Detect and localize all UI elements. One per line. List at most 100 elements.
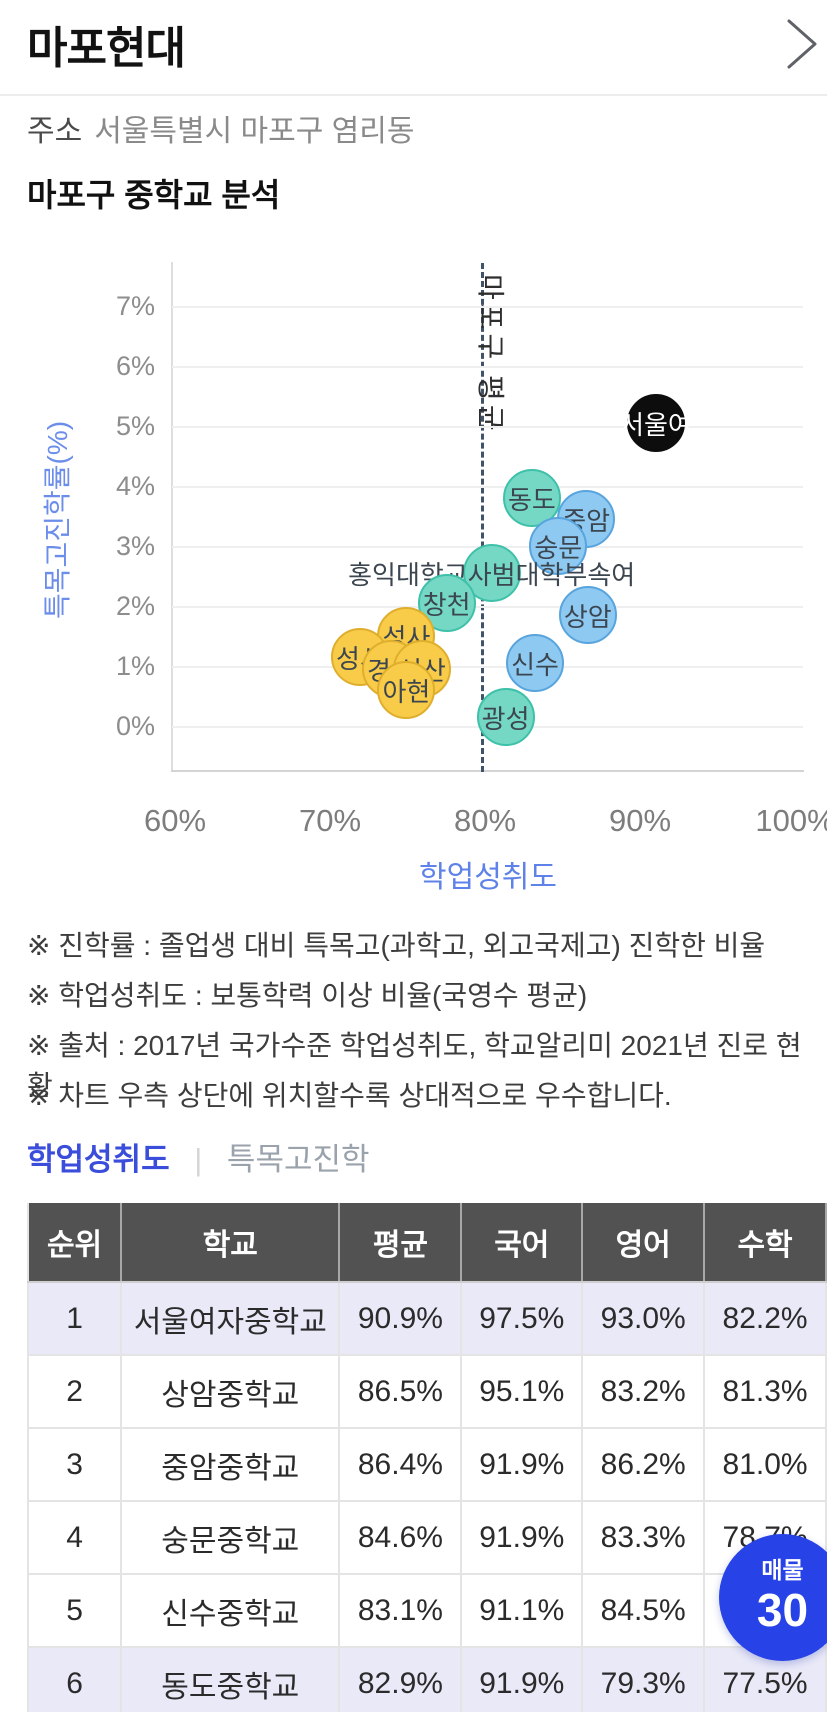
table-cell: 91.9% bbox=[461, 1501, 584, 1575]
district-average-reference-line bbox=[481, 263, 484, 772]
table-cell: 중암중학교 bbox=[121, 1428, 341, 1502]
chart-bubble-label: 홍익대학교사범대학부속여 bbox=[348, 559, 636, 590]
table-cell: 숭문중학교 bbox=[121, 1501, 341, 1575]
chart-bubble[interactable]: 홍익대학교사범대학부속여 bbox=[348, 544, 635, 602]
table-cell: 84.6% bbox=[339, 1501, 463, 1575]
table-cell: 신수중학교 bbox=[121, 1574, 341, 1648]
table-cell: 2 bbox=[28, 1355, 123, 1429]
x-tick-label: 90% bbox=[608, 803, 672, 838]
listings-badge-count: 30 bbox=[756, 1583, 809, 1636]
page-title: 마포현대 bbox=[27, 24, 186, 73]
table-cell: 79.3% bbox=[582, 1647, 706, 1712]
chart-bubble[interactable]: 동도 bbox=[502, 469, 561, 527]
column-header: 국어 bbox=[461, 1203, 584, 1283]
y-gridline bbox=[172, 366, 803, 368]
metric-tabs: 학업성취도 | 특목고진학 bbox=[27, 1134, 370, 1179]
x-tick-label: 60% bbox=[143, 803, 207, 838]
y-gridline bbox=[172, 306, 803, 308]
chart-bubble-label: 신수 bbox=[511, 649, 559, 680]
chart-bubble-label: 상암 bbox=[563, 601, 612, 632]
y-axis-title: 특목고진학률(%) bbox=[42, 420, 73, 620]
table-cell: 83.1% bbox=[339, 1574, 463, 1648]
address-row: 주소 서울특별시 마포구 염리동 bbox=[27, 106, 414, 150]
table-cell: 91.9% bbox=[461, 1428, 584, 1502]
table-cell: 5 bbox=[28, 1574, 123, 1648]
chart-bubble-label: 숭문 bbox=[534, 532, 583, 563]
reference-line-label: 마포구 평균 bbox=[475, 274, 506, 435]
table-cell: 4 bbox=[28, 1501, 123, 1575]
chart-bubble[interactable]: 아현 bbox=[377, 661, 436, 719]
y-tick-label: 3% bbox=[115, 531, 155, 561]
school-scatter-chart: 특목고진학률(%) 학업성취도 마포구 평균 0% 1% 2% 3% 4% 5% 6% 7% 6… bbox=[42, 262, 827, 894]
chart-bubble[interactable]: 상암 bbox=[558, 586, 617, 644]
chart-bubble-label: 광성 bbox=[481, 703, 530, 734]
address-value: 서울특별시 마포구 염리동 bbox=[94, 115, 415, 148]
y-tick-label: 6% bbox=[115, 351, 155, 381]
chart-bubble-label: 서울여 bbox=[620, 409, 692, 440]
y-gridline bbox=[172, 486, 803, 488]
footnote: ※ 진학률 : 졸업생 대비 특목고(과학고, 외고국제고) 진학한 비율 bbox=[27, 930, 766, 961]
table-cell: 3 bbox=[28, 1428, 123, 1502]
chart-bubble[interactable]: 숭문 bbox=[529, 517, 588, 575]
y-axis-line bbox=[171, 262, 173, 772]
table-cell: 81.0% bbox=[704, 1428, 827, 1502]
table-row[interactable]: 2 상암중학교 86.5% 95.1% 83.2% 81.3% bbox=[28, 1355, 827, 1429]
header-divider bbox=[0, 94, 827, 96]
footnote: ※ 출처 : 2017년 국가수준 학업성취도, 학교알리미 2021년 진로 … bbox=[27, 1030, 802, 1101]
table-row[interactable]: 1 서울여자중학교 90.9% 97.5% 93.0% 82.2% bbox=[28, 1282, 827, 1356]
footnote: ※ 차트 우측 상단에 위치할수록 상대적으로 우수합니다. bbox=[27, 1080, 672, 1111]
table-cell: 동도중학교 bbox=[121, 1647, 341, 1712]
x-tick-label: 70% bbox=[298, 803, 362, 838]
chevron-right-icon[interactable] bbox=[784, 16, 822, 77]
table-cell: 90.9% bbox=[339, 1282, 463, 1356]
y-tick-label: 0% bbox=[115, 711, 155, 741]
table-cell: 상암중학교 bbox=[121, 1355, 341, 1429]
chart-bubble[interactable]: 신수 bbox=[506, 634, 565, 692]
listings-count-badge[interactable]: 매물 30 bbox=[719, 1534, 827, 1661]
table-cell: 91.1% bbox=[461, 1574, 584, 1648]
tab-special-highschool[interactable]: 특목고진학 bbox=[226, 1142, 370, 1177]
table-cell: 95.1% bbox=[461, 1355, 584, 1429]
column-header: 학교 bbox=[121, 1203, 341, 1283]
x-axis-title: 학업성취도 bbox=[419, 861, 557, 894]
chart-bubble-label: 동도 bbox=[508, 484, 556, 515]
table-cell: 서울여자중학교 bbox=[121, 1282, 341, 1356]
table-cell: 82.2% bbox=[704, 1282, 827, 1356]
y-tick-label: 2% bbox=[115, 591, 155, 621]
x-axis-line bbox=[171, 770, 804, 772]
x-tick-label: 100% bbox=[755, 803, 827, 838]
table-cell: 6 bbox=[28, 1647, 123, 1712]
table-cell: 97.5% bbox=[461, 1282, 584, 1356]
chart-bubble[interactable]: 광성 bbox=[476, 688, 535, 746]
table-header: 순위 학교 평균 국어 영어 수학 bbox=[28, 1203, 827, 1283]
y-tick-label: 5% bbox=[115, 411, 155, 441]
address-label: 주소 bbox=[27, 115, 83, 148]
table-cell: 82.9% bbox=[339, 1647, 463, 1712]
tab-academic-achievement[interactable]: 학업성취도 bbox=[27, 1142, 170, 1177]
chart-bubble-label: 창천 bbox=[422, 589, 471, 620]
chart-bubble[interactable]: 서울여 bbox=[620, 394, 692, 452]
table-cell: 1 bbox=[28, 1282, 123, 1356]
table-row[interactable]: 6 동도중학교 82.9% 91.9% 79.3% 77.5% bbox=[28, 1647, 827, 1712]
table-cell: 86.4% bbox=[339, 1428, 463, 1502]
listings-badge-label: 매물 bbox=[761, 1557, 804, 1584]
tab-separator: | bbox=[194, 1142, 203, 1177]
x-tick-label: 80% bbox=[453, 803, 517, 838]
chart-footnotes: ※ 진학률 : 졸업생 대비 특목고(과학고, 외고국제고) 진학한 비율 ※ 학… bbox=[27, 924, 827, 1124]
column-header: 평균 bbox=[339, 1203, 463, 1283]
table-row[interactable]: 3 중암중학교 86.4% 91.9% 86.2% 81.0% bbox=[28, 1428, 827, 1502]
y-tick-label: 1% bbox=[115, 651, 155, 681]
chart-bubble-label: 아현 bbox=[382, 676, 431, 707]
y-tick-label: 7% bbox=[115, 291, 155, 321]
section-title: 마포구 중학교 분석 bbox=[27, 177, 281, 213]
table-row[interactable]: 5 신수중학교 83.1% 91.1% 84.5% bbox=[28, 1574, 827, 1648]
column-header: 순위 bbox=[28, 1203, 123, 1283]
school-ranking-table: 순위 학교 평균 국어 영어 수학 1 서울여자중학교 90.9% 97.5% 93.0% 82.2… bbox=[27, 1203, 827, 1712]
footnote: ※ 학업성취도 : 보통학력 이상 비율(국영수 평균) bbox=[27, 980, 588, 1011]
y-gridline bbox=[172, 666, 803, 668]
y-gridline bbox=[172, 426, 803, 428]
table-cell: 93.0% bbox=[582, 1282, 706, 1356]
table-cell: 86.5% bbox=[339, 1355, 463, 1429]
